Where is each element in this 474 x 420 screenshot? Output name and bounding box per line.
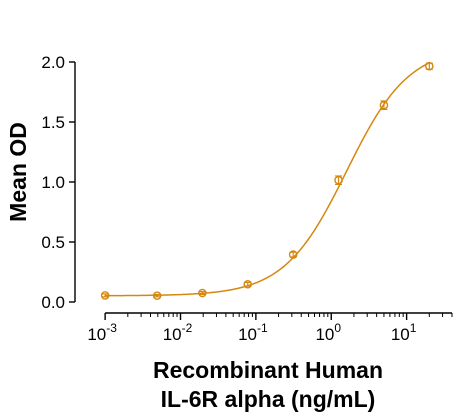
point-marker	[379, 100, 389, 110]
axis-labels: 0.0 0.5 1.0 1.5 2.0 10-3 10-2 10-1 100 101 Mean OD…	[5, 53, 417, 412]
data-points	[100, 61, 434, 300]
x-tick-label: 10-1	[238, 321, 268, 344]
data-point	[152, 291, 162, 300]
point-marker	[288, 250, 298, 259]
x-tick-label: 101	[391, 321, 417, 344]
point-marker	[243, 279, 253, 289]
y-tick-label: 2.0	[41, 53, 65, 72]
x-axis-title-line: IL-6R alpha (ng/mL)	[161, 386, 376, 412]
data-point	[100, 291, 110, 300]
point-marker	[198, 288, 207, 298]
point-marker	[100, 291, 110, 300]
x-tick-label: 100	[315, 321, 341, 344]
point-marker	[425, 61, 434, 71]
y-tick-label: 0.5	[41, 233, 65, 252]
point-marker	[334, 175, 343, 185]
y-tick-label: 1.5	[41, 113, 65, 132]
fit-curve	[105, 62, 430, 297]
data-point	[288, 250, 298, 259]
data-point	[334, 175, 343, 185]
y-tick-label: 1.0	[41, 173, 65, 192]
data-point	[425, 61, 434, 71]
point-marker	[152, 291, 162, 300]
data-point	[243, 279, 253, 289]
data-point	[379, 100, 389, 111]
x-tick-label: 10-2	[163, 321, 193, 344]
x-axis-title-line: Recombinant Human	[153, 357, 383, 383]
y-tick-label: 0.0	[41, 293, 65, 312]
axes	[69, 61, 453, 320]
fit-curve-group	[105, 62, 430, 297]
data-point	[198, 288, 207, 298]
y-axis-title: Mean OD	[5, 122, 31, 222]
x-tick-label: 10-3	[87, 321, 117, 344]
